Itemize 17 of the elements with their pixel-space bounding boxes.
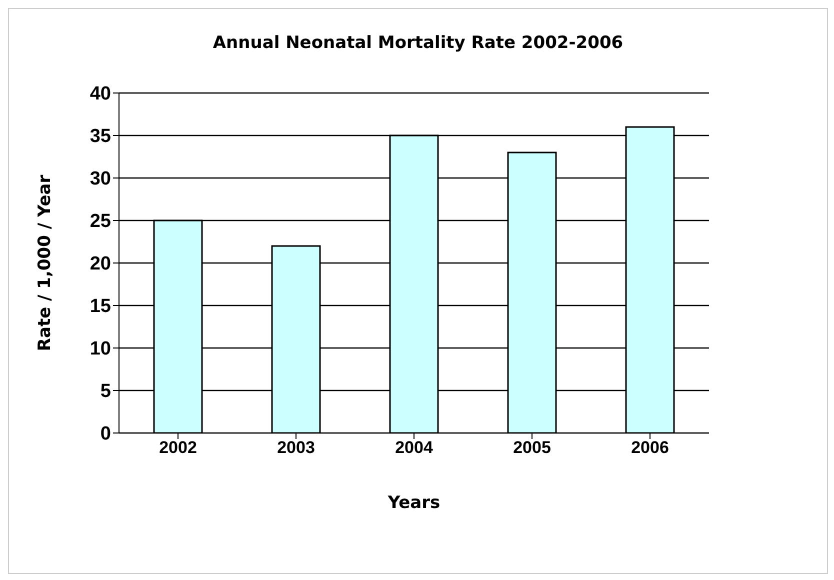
y-tick-label: 35 <box>90 126 112 148</box>
x-tick-label: 2005 <box>513 438 551 458</box>
y-tick-label: 25 <box>90 211 112 232</box>
y-axis-title: Rate / 1,000 / Year <box>35 174 56 352</box>
y-tick-label: 20 <box>90 254 111 275</box>
y-tick-label: 15 <box>90 296 112 318</box>
x-axis-title: Years <box>386 493 440 513</box>
y-tick-label: 30 <box>90 168 111 190</box>
y-tick-label: 40 <box>90 84 111 105</box>
x-tick-label: 2004 <box>395 438 434 458</box>
x-tick-label: 2002 <box>159 438 197 458</box>
x-tick-label: 2006 <box>631 438 669 458</box>
x-tick-label: 2003 <box>277 438 315 458</box>
y-tick-label: 0 <box>100 424 111 445</box>
y-tick-label: 10 <box>90 338 111 360</box>
chart-title: Annual Neonatal Mortality Rate 2002-2006 <box>212 33 624 53</box>
y-tick-label: 5 <box>100 381 112 402</box>
